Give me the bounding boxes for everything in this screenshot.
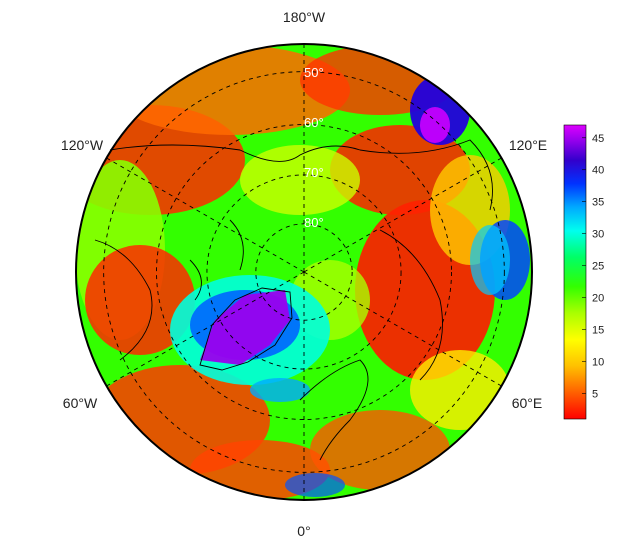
lat-label-70: 70° [304,165,324,180]
coastlines [94,139,493,461]
meridian-60 [106,271,305,387]
latitude-circle-60 [156,124,452,420]
colorbar-tick-label: 10 [592,356,604,368]
map-border [75,43,533,501]
colorbar-tick-label: 25 [592,261,604,273]
colorbar-tick-label: 40 [592,165,604,177]
data-field [76,44,532,500]
colorbar-ticks: 5 10 15 20 25 30 35 40 45 [582,133,604,400]
lat-label-60: 60° [304,115,324,130]
lon-label-120e: 120°E [509,137,547,153]
colorbar-tick-label: 45 [592,133,604,145]
colorbar-tick-label: 5 [592,388,598,400]
graticule [103,44,505,500]
lat-label-80: 80° [304,215,324,230]
meridian-120 [106,157,305,273]
colorbar-tick-label: 15 [592,325,604,337]
lon-label-120w: 120°W [61,137,104,153]
meridian-300 [303,271,502,387]
lat-label-50: 50° [304,65,324,80]
meridian-240 [303,157,502,273]
colorbar [563,124,587,420]
colorbar-tick-label: 35 [592,197,604,209]
lon-label-0: 0° [297,523,310,539]
colorbar-tick-label: 20 [592,293,604,305]
colorbar-tick-label: 30 [592,229,604,241]
lon-label-60e: 60°E [512,395,543,411]
lon-label-60w: 60°W [63,395,98,411]
lon-label-180w: 180°W [283,9,326,25]
